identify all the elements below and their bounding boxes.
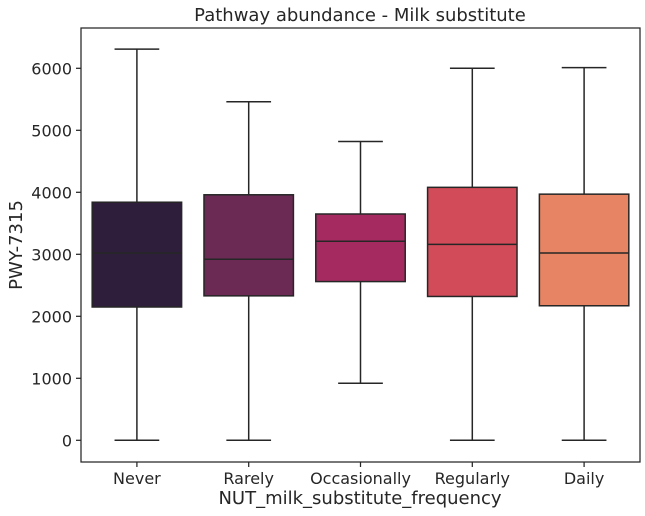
x-tick-label: Rarely — [223, 469, 274, 488]
y-tick-label: 1000 — [31, 369, 72, 388]
box — [315, 213, 406, 283]
y-tick-label: 0 — [62, 431, 72, 450]
y-tick-label: 5000 — [31, 121, 72, 140]
x-tick-label: Occasionally — [310, 469, 411, 488]
box-group — [426, 67, 518, 442]
x-axis-label: NUT_milk_substitute_frequency — [218, 488, 501, 509]
box — [538, 193, 630, 307]
x-tick-label: Never — [113, 469, 161, 488]
box-group — [538, 66, 630, 442]
x-axis: Never Rarely Occasionally Regularly Daily — [113, 462, 604, 488]
box-group — [315, 140, 406, 385]
y-tick-label: 2000 — [31, 307, 72, 326]
x-tick-label: Regularly — [435, 469, 510, 488]
x-tick-label: Daily — [564, 469, 604, 488]
plot-area — [91, 48, 630, 442]
y-axis-label: PWY-7315 — [6, 200, 27, 290]
y-tick-label: 3000 — [31, 245, 72, 264]
box — [91, 201, 183, 308]
y-axis: 0 1000 2000 3000 4000 5000 6000 — [31, 59, 81, 450]
box-group — [91, 48, 183, 442]
box — [203, 194, 295, 297]
box — [426, 186, 518, 298]
y-tick-label: 4000 — [31, 183, 72, 202]
y-tick-label: 6000 — [31, 59, 72, 78]
chart-title: Pathway abundance - Milk substitute — [194, 5, 526, 26]
box-group — [203, 101, 295, 442]
